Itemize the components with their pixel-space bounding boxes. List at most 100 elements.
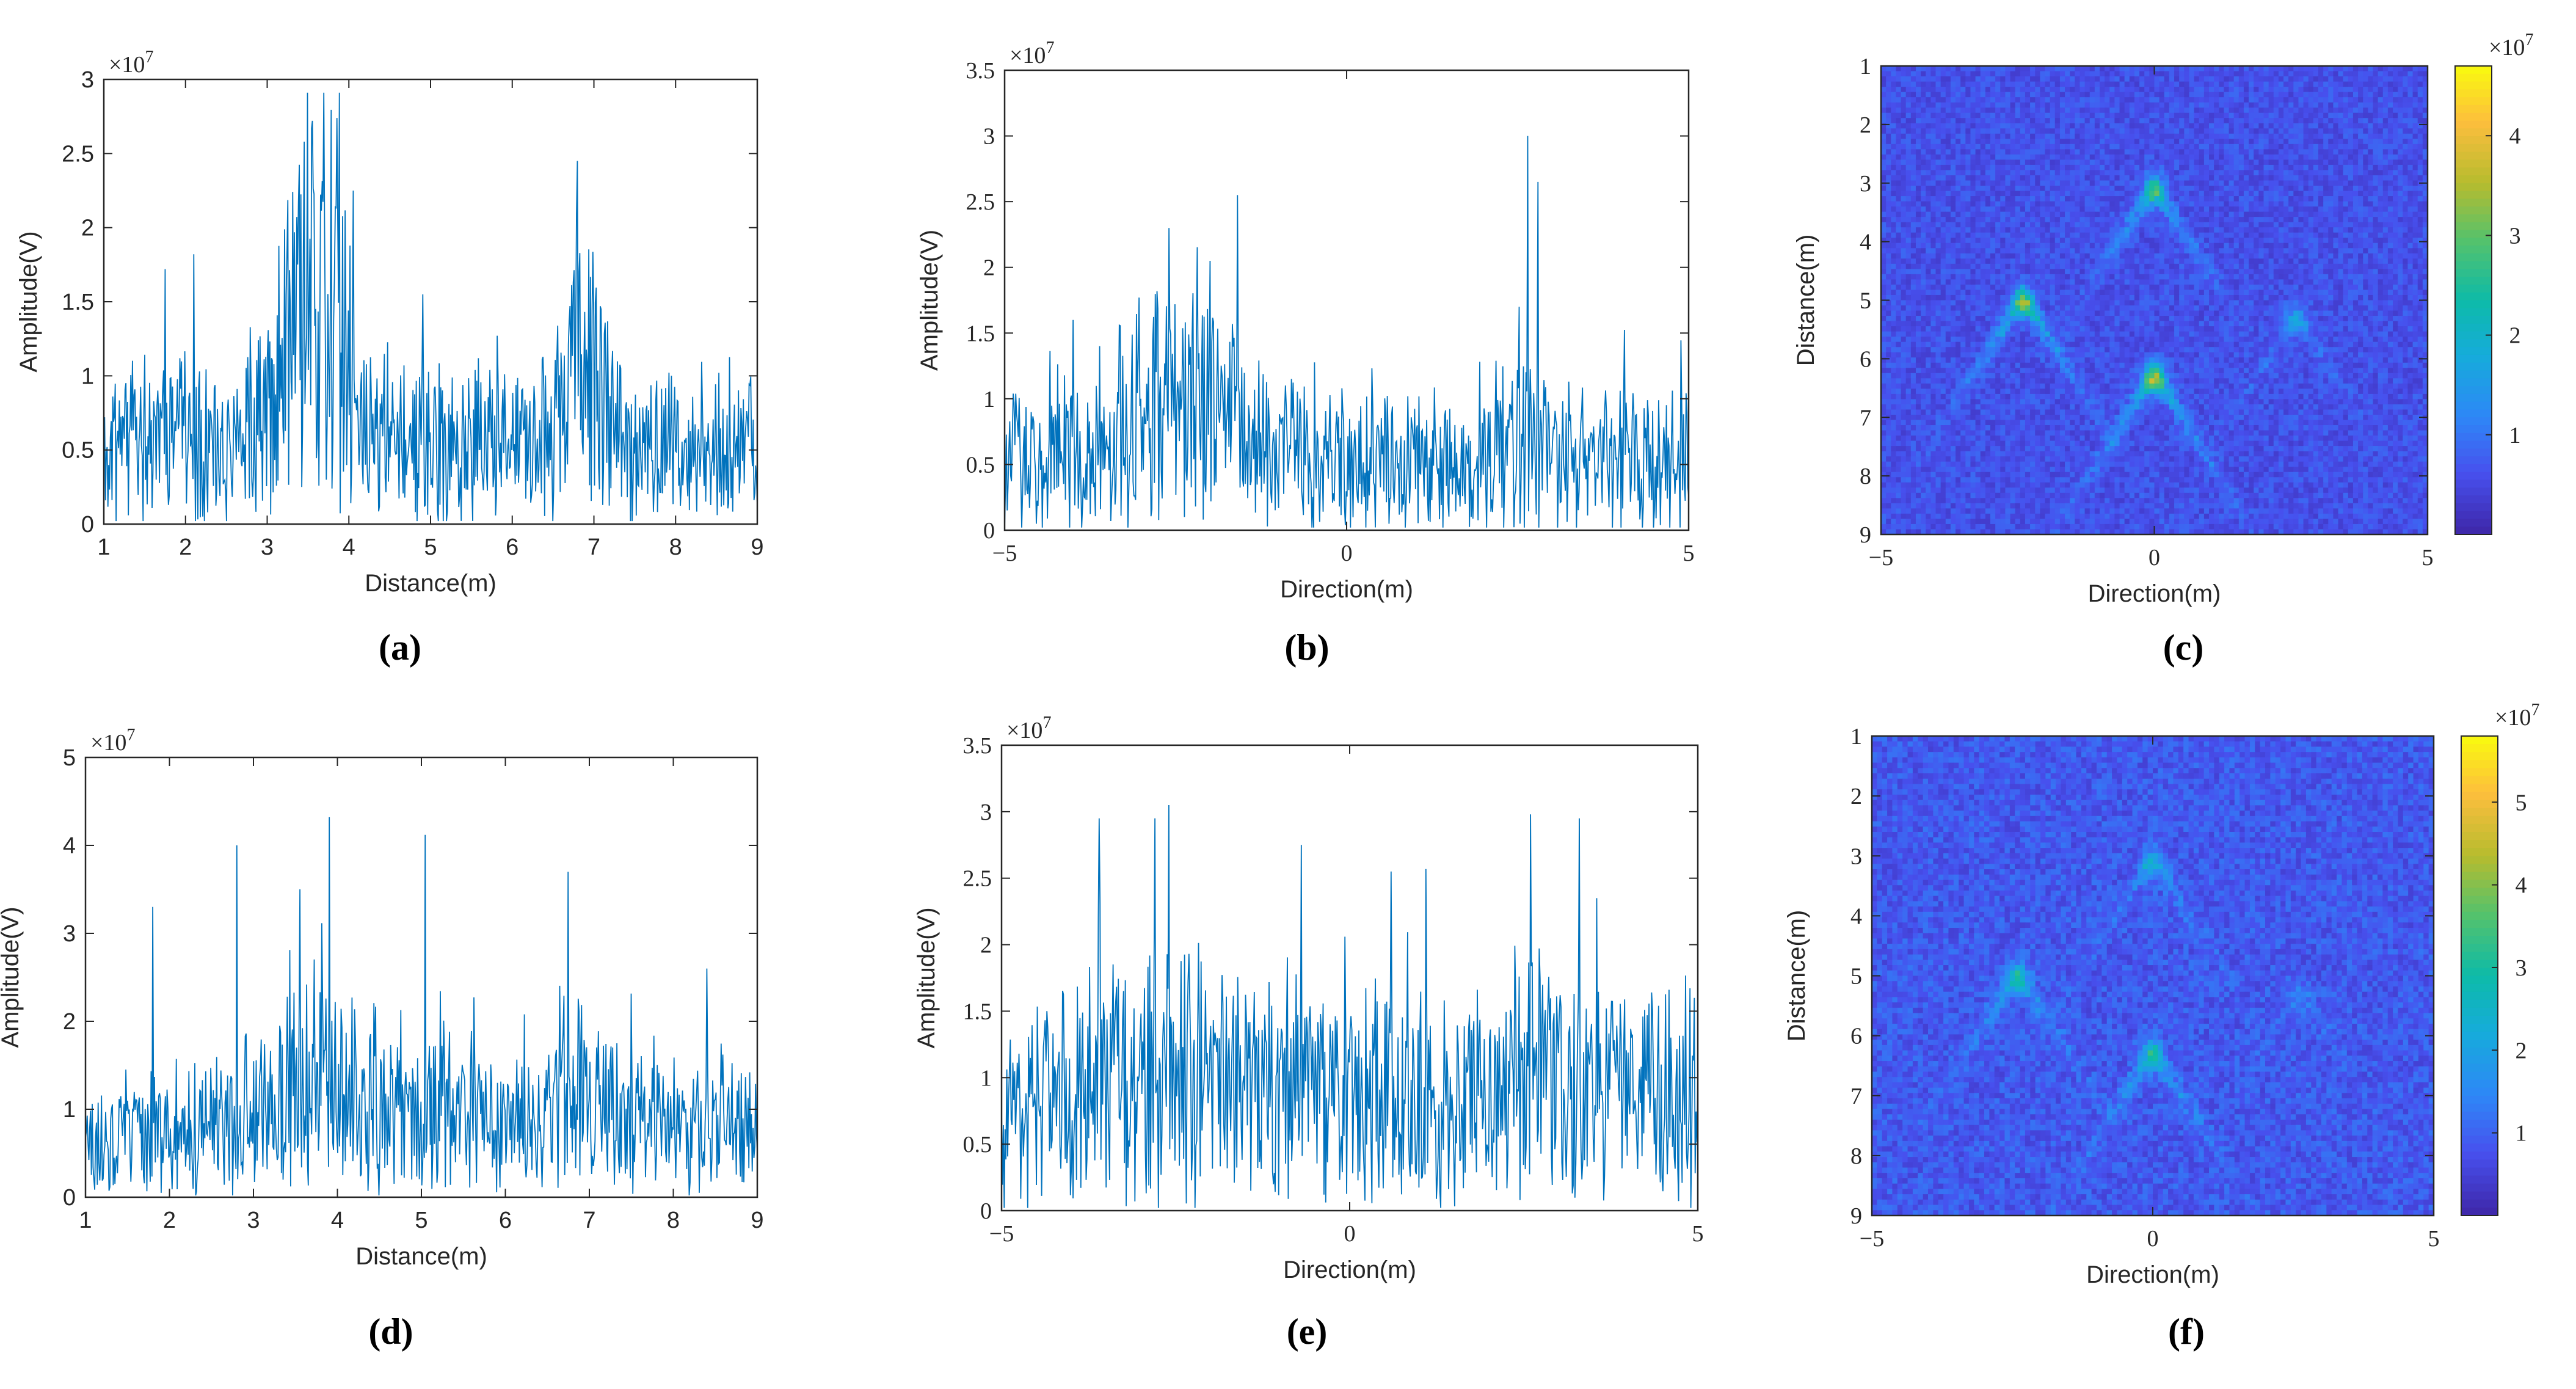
colorbar: 1 2 3 4 [2454,65,2521,535]
panel-d: 1 2 3 4 5 6 7 8 9012345Distance(m)Amplitude(V)×1… [0,726,764,1352]
y-tick-label: 3.5 [963,733,992,759]
y-tick-label: 0.5 [62,438,94,464]
x-tick-label: 9 [751,1208,763,1233]
x-tick-label: 4 [331,1208,344,1233]
y-tick-label: 2 [81,216,94,241]
x-tick-label: 0 [2147,1226,2159,1252]
panel-label-e: (e) [1287,1311,1328,1352]
y-tick-label: 0.5 [966,452,995,478]
amplitude-series-line [1002,804,1698,1208]
panel-label-b: (b) [1284,627,1329,668]
y-tick-label: 4 [1850,903,1862,929]
x-axis-label: Distance(m) [365,570,497,597]
x-tick-label: 0 [2148,545,2160,571]
y-tick-label: 1.5 [966,321,995,346]
y-tick-label: 3 [63,921,76,947]
y-axis-label: Distance(m) [1783,910,1810,1042]
y-tick-label: 3 [81,67,94,93]
y-tick-label: 1 [81,363,94,389]
colorbar-tick-label: 1 [2509,423,2521,448]
axes-frame [1880,65,2429,536]
x-tick-label: 4 [343,534,355,560]
panel-label-c: (c) [2163,627,2204,668]
x-axis-label: Direction(m) [1280,576,1413,603]
x-tick-label: 5 [415,1208,428,1233]
panel-label-f: (f) [2168,1311,2205,1352]
colorbar-tick-label: 3 [2509,223,2521,249]
y-axis-label: Distance(m) [1792,235,1819,366]
y-axis-label: Amplitude(V) [913,907,940,1048]
x-tick-label: 2 [163,1208,176,1233]
amplitude-series-line [1005,136,1689,528]
y-tick-label: 3 [983,124,995,150]
x-tick-label: 5 [1683,541,1695,566]
y-tick-label: 2 [63,1009,76,1035]
y-tick-label: 2 [980,933,992,958]
colorbar: 1 2 3 4 5 [2461,735,2527,1216]
heatmap-image [1881,66,2428,535]
colorbar-tick-label: 4 [2509,123,2521,149]
axes-frame [1003,69,1690,531]
x-tick-label: 5 [2428,1226,2440,1252]
x-tick-label: 7 [588,534,600,560]
amplitude-series-line [104,92,757,522]
y-axis-label: Amplitude(V) [15,231,42,372]
y-tick-label: 1 [980,1065,992,1091]
y-tick-label: 2.5 [62,141,94,167]
colorbar-tick-label: 1 [2516,1121,2527,1147]
amplitude-series-line [86,817,757,1196]
y-tick-label: 7 [1850,1084,1862,1109]
panel-e: −5 0 500.511.522.533.5Direction(m)Amplitud… [913,713,1704,1352]
y-tick-label: 3 [980,800,992,825]
y-tick-label: 0 [983,518,995,544]
axes-frame [1871,735,2435,1217]
x-tick-label: 1 [79,1208,92,1233]
x-tick-label: 8 [669,534,682,560]
exponent-label: ×107 [90,726,135,756]
y-tick-label: 1.5 [963,999,992,1024]
axes-frame [1000,744,1699,1212]
y-tick-label: 5 [1860,288,1871,314]
y-axis-label: Amplitude(V) [916,230,943,371]
x-tick-label: 3 [261,534,274,560]
colorbar-tick-label: 2 [2509,323,2521,349]
x-tick-label: 6 [506,534,518,560]
y-tick-label: 0 [81,512,94,538]
colorbar-tick-label: 4 [2516,873,2527,899]
x-tick-label: 2 [179,534,192,560]
y-tick-label: 2 [1860,112,1871,138]
x-axis-label: Direction(m) [2088,580,2221,607]
y-tick-label: 2 [983,255,995,281]
y-tick-label: 5 [63,745,76,771]
axes-frame [84,756,759,1198]
y-tick-label: 9 [1850,1203,1862,1229]
x-tick-label: 9 [751,534,763,560]
x-tick-label: −5 [1869,545,1893,571]
x-tick-label: 5 [1692,1221,1704,1247]
y-tick-label: 1 [983,387,995,412]
panel-c: −5 0 5 1 2 3 4 5 6 7 8 9 Direction(m) Distance(m) 1 2 3 4… [1792,31,2533,668]
y-tick-label: 2.5 [966,189,995,215]
y-tick-label: 0 [63,1185,76,1211]
x-tick-label: 3 [247,1208,260,1233]
y-tick-label: 4 [1860,230,1871,255]
panel-a: 1 2 3 4 5 6 7 8 9 0 0.5 1 1.5 2 2.5 3 Distance(m) Amplitu… [15,48,764,668]
x-tick-label: 7 [583,1208,595,1233]
y-tick-label: 8 [1850,1143,1862,1169]
x-tick-label: 0 [1344,1221,1356,1247]
x-tick-label: 6 [499,1208,512,1233]
x-axis-label: Direction(m) [2086,1261,2219,1288]
x-tick-label: −5 [989,1221,1014,1247]
exponent-label: ×107 [1006,713,1051,743]
y-tick-label: 9 [1860,522,1871,548]
axes-frame [103,78,759,525]
x-tick-label: −5 [1860,1226,1884,1252]
exponent-label: ×107 [1010,38,1054,68]
y-tick-label: 1 [1850,724,1862,749]
y-tick-label: 4 [63,833,76,859]
panel-label-d: (d) [368,1311,413,1352]
y-tick-label: 6 [1850,1024,1862,1049]
colorbar-frame [2454,65,2492,535]
y-tick-label: 5 [1850,964,1862,990]
exponent-label: ×107 [2495,701,2539,731]
